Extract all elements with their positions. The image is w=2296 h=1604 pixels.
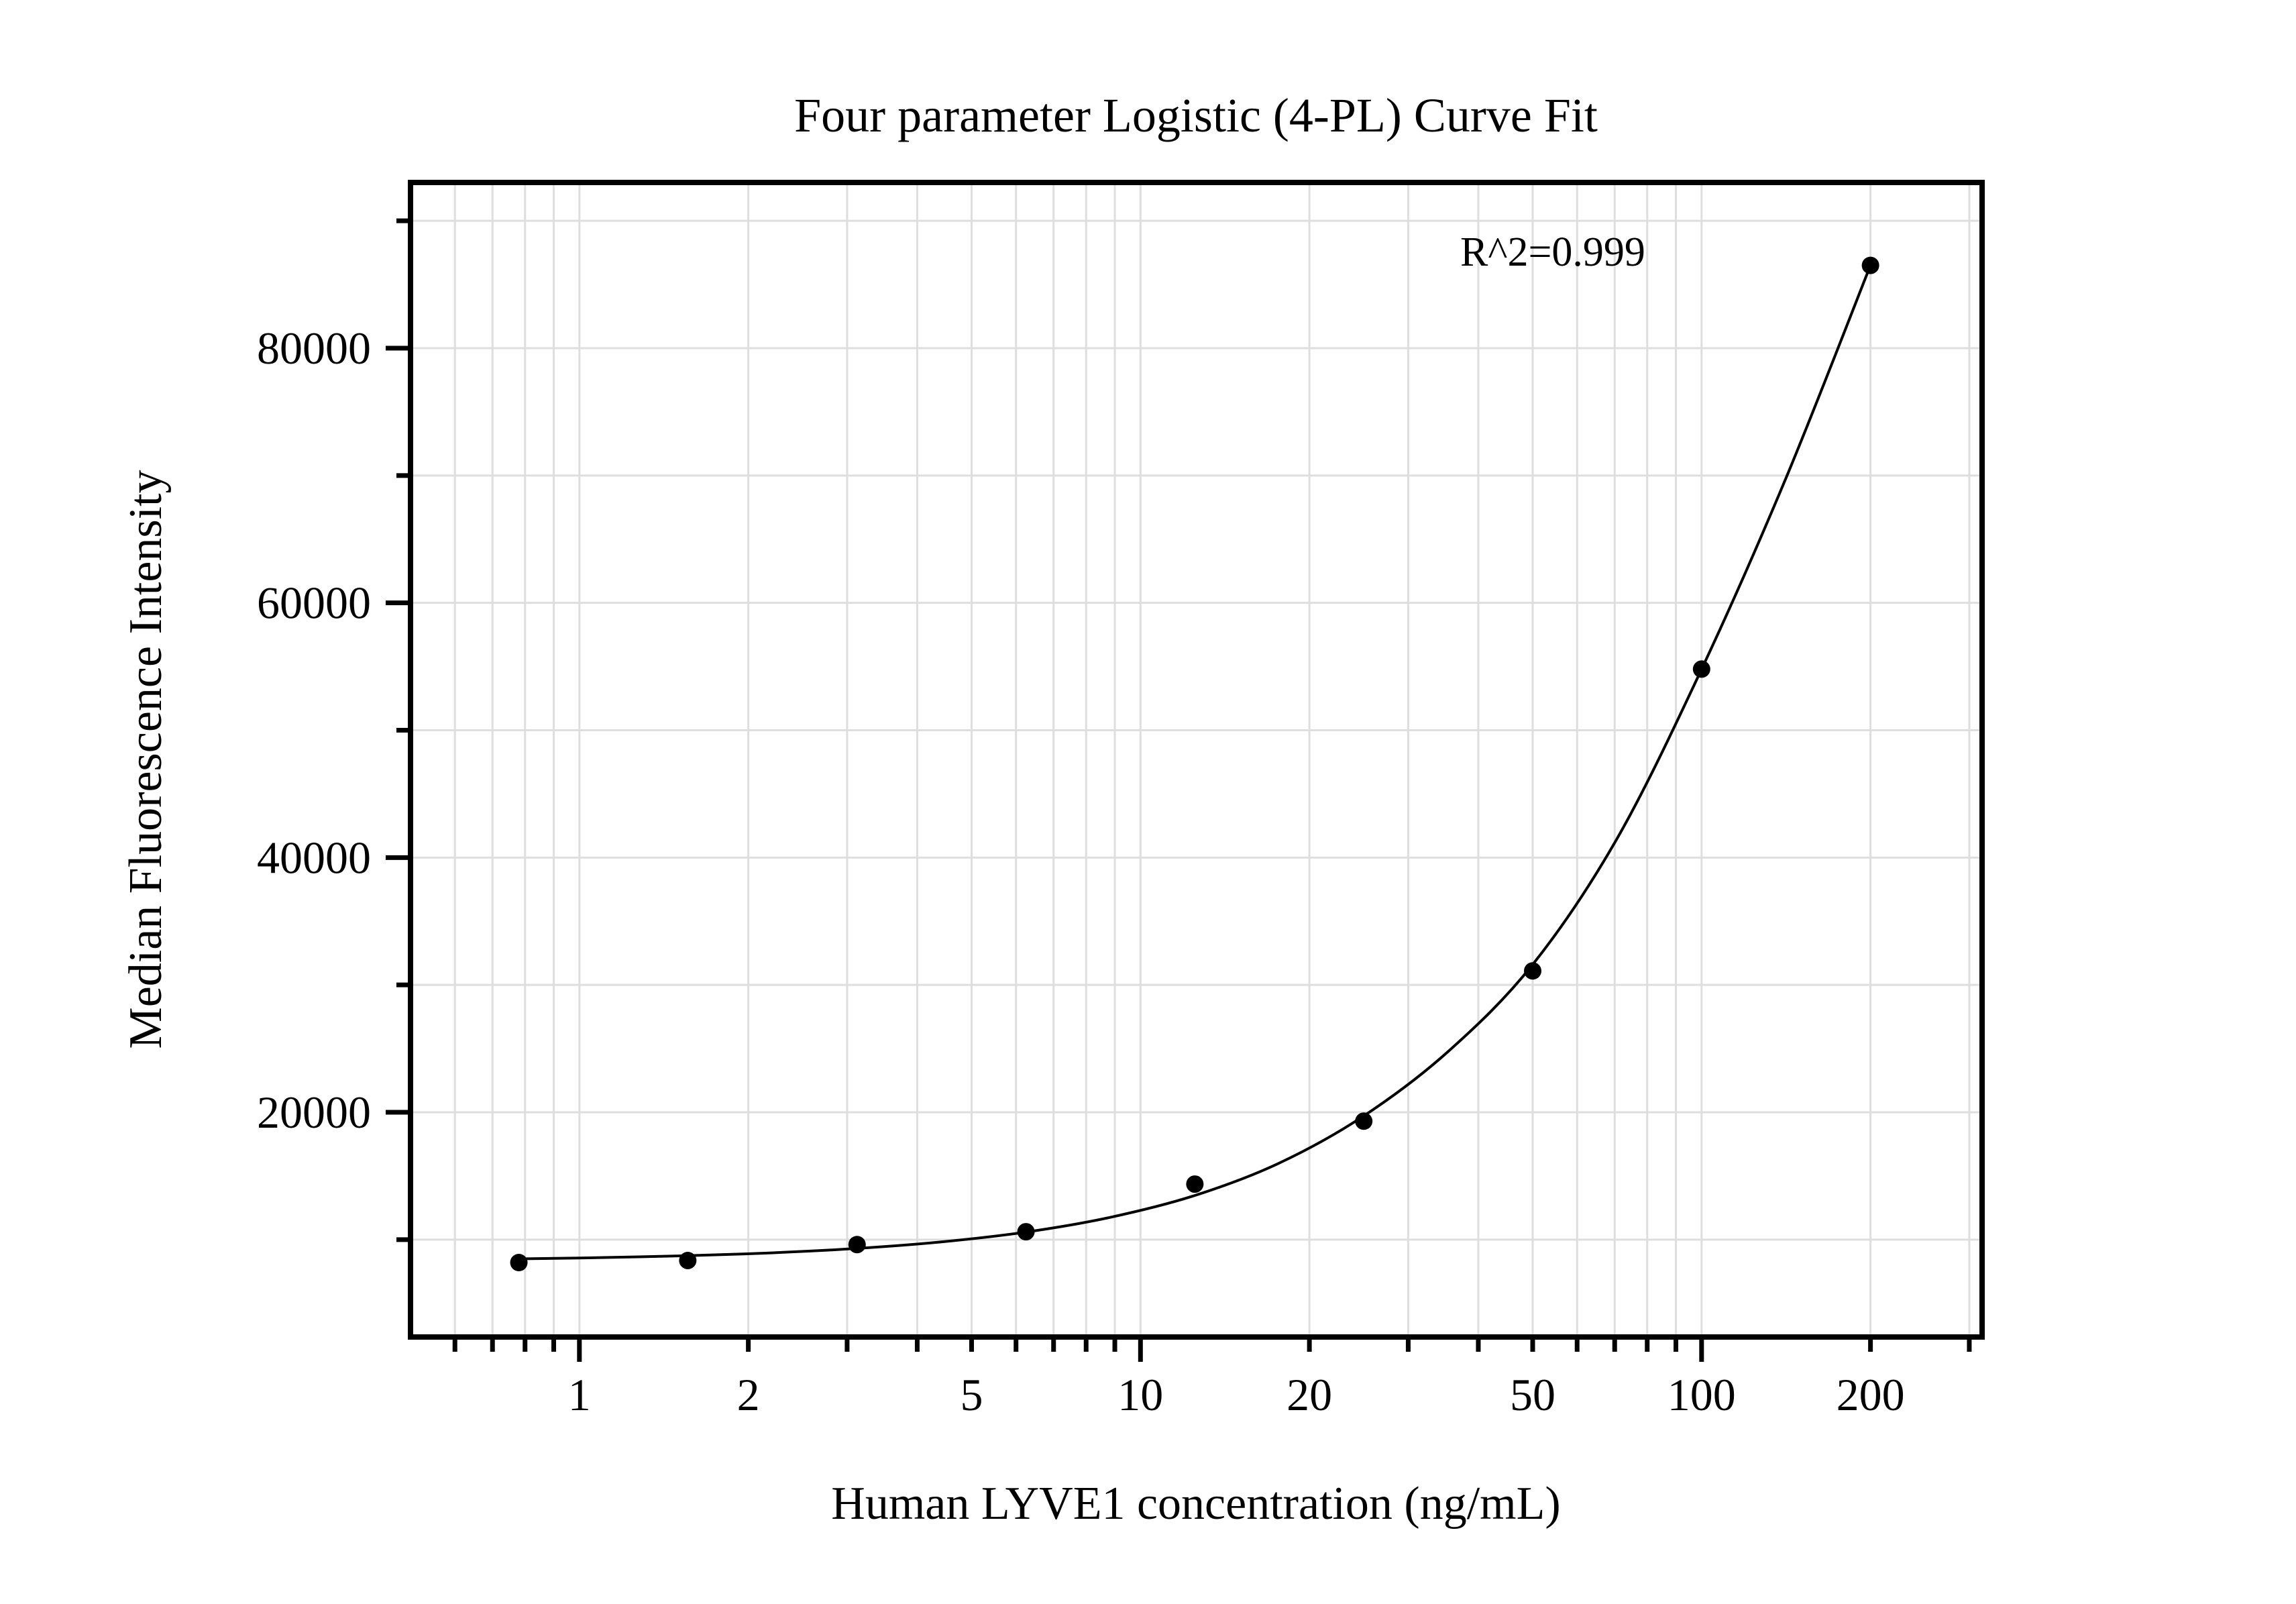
- x-tick-labels: 1 2 5 10 20 50 100 200: [568, 1369, 1905, 1420]
- x-axis-title: Human LYVE1 concentration (ng/mL): [831, 1478, 1560, 1530]
- data-point: [1017, 1223, 1035, 1241]
- x-tick-label: 50: [1510, 1369, 1555, 1420]
- data-point: [679, 1251, 697, 1269]
- r-squared-annotation: R^2=0.999: [1460, 229, 1645, 275]
- data-point: [1861, 256, 1879, 274]
- y-tick-label: 20000: [257, 1087, 371, 1138]
- x-tick-label: 20: [1287, 1369, 1332, 1420]
- x-tick-label: 1: [568, 1369, 591, 1420]
- data-point: [848, 1236, 866, 1254]
- data-points: [510, 256, 1879, 1272]
- gridlines: [413, 185, 1979, 1334]
- plot-border: [408, 180, 1985, 1340]
- x-tick-label: 200: [1837, 1369, 1905, 1420]
- y-tick-labels: 20000 40000 60000 80000: [257, 323, 371, 1138]
- x-tick-label: 2: [737, 1369, 760, 1420]
- data-point: [1355, 1112, 1373, 1130]
- x-tick-label: 10: [1117, 1369, 1163, 1420]
- data-point: [1692, 660, 1710, 678]
- x-tick-label: 5: [961, 1369, 983, 1420]
- y-axis-title: Median Fluorescence Intensity: [120, 470, 172, 1049]
- axis-ticks: [386, 218, 1972, 1362]
- data-point: [510, 1254, 528, 1272]
- y-tick-label: 60000: [257, 578, 371, 629]
- x-tick-label: 100: [1668, 1369, 1736, 1420]
- chart-title: Four parameter Logistic (4-PL) Curve Fit: [794, 89, 1598, 142]
- y-tick-label: 40000: [257, 832, 371, 883]
- data-point: [1524, 962, 1541, 980]
- y-tick-label: 80000: [257, 323, 371, 374]
- data-point: [1186, 1175, 1204, 1193]
